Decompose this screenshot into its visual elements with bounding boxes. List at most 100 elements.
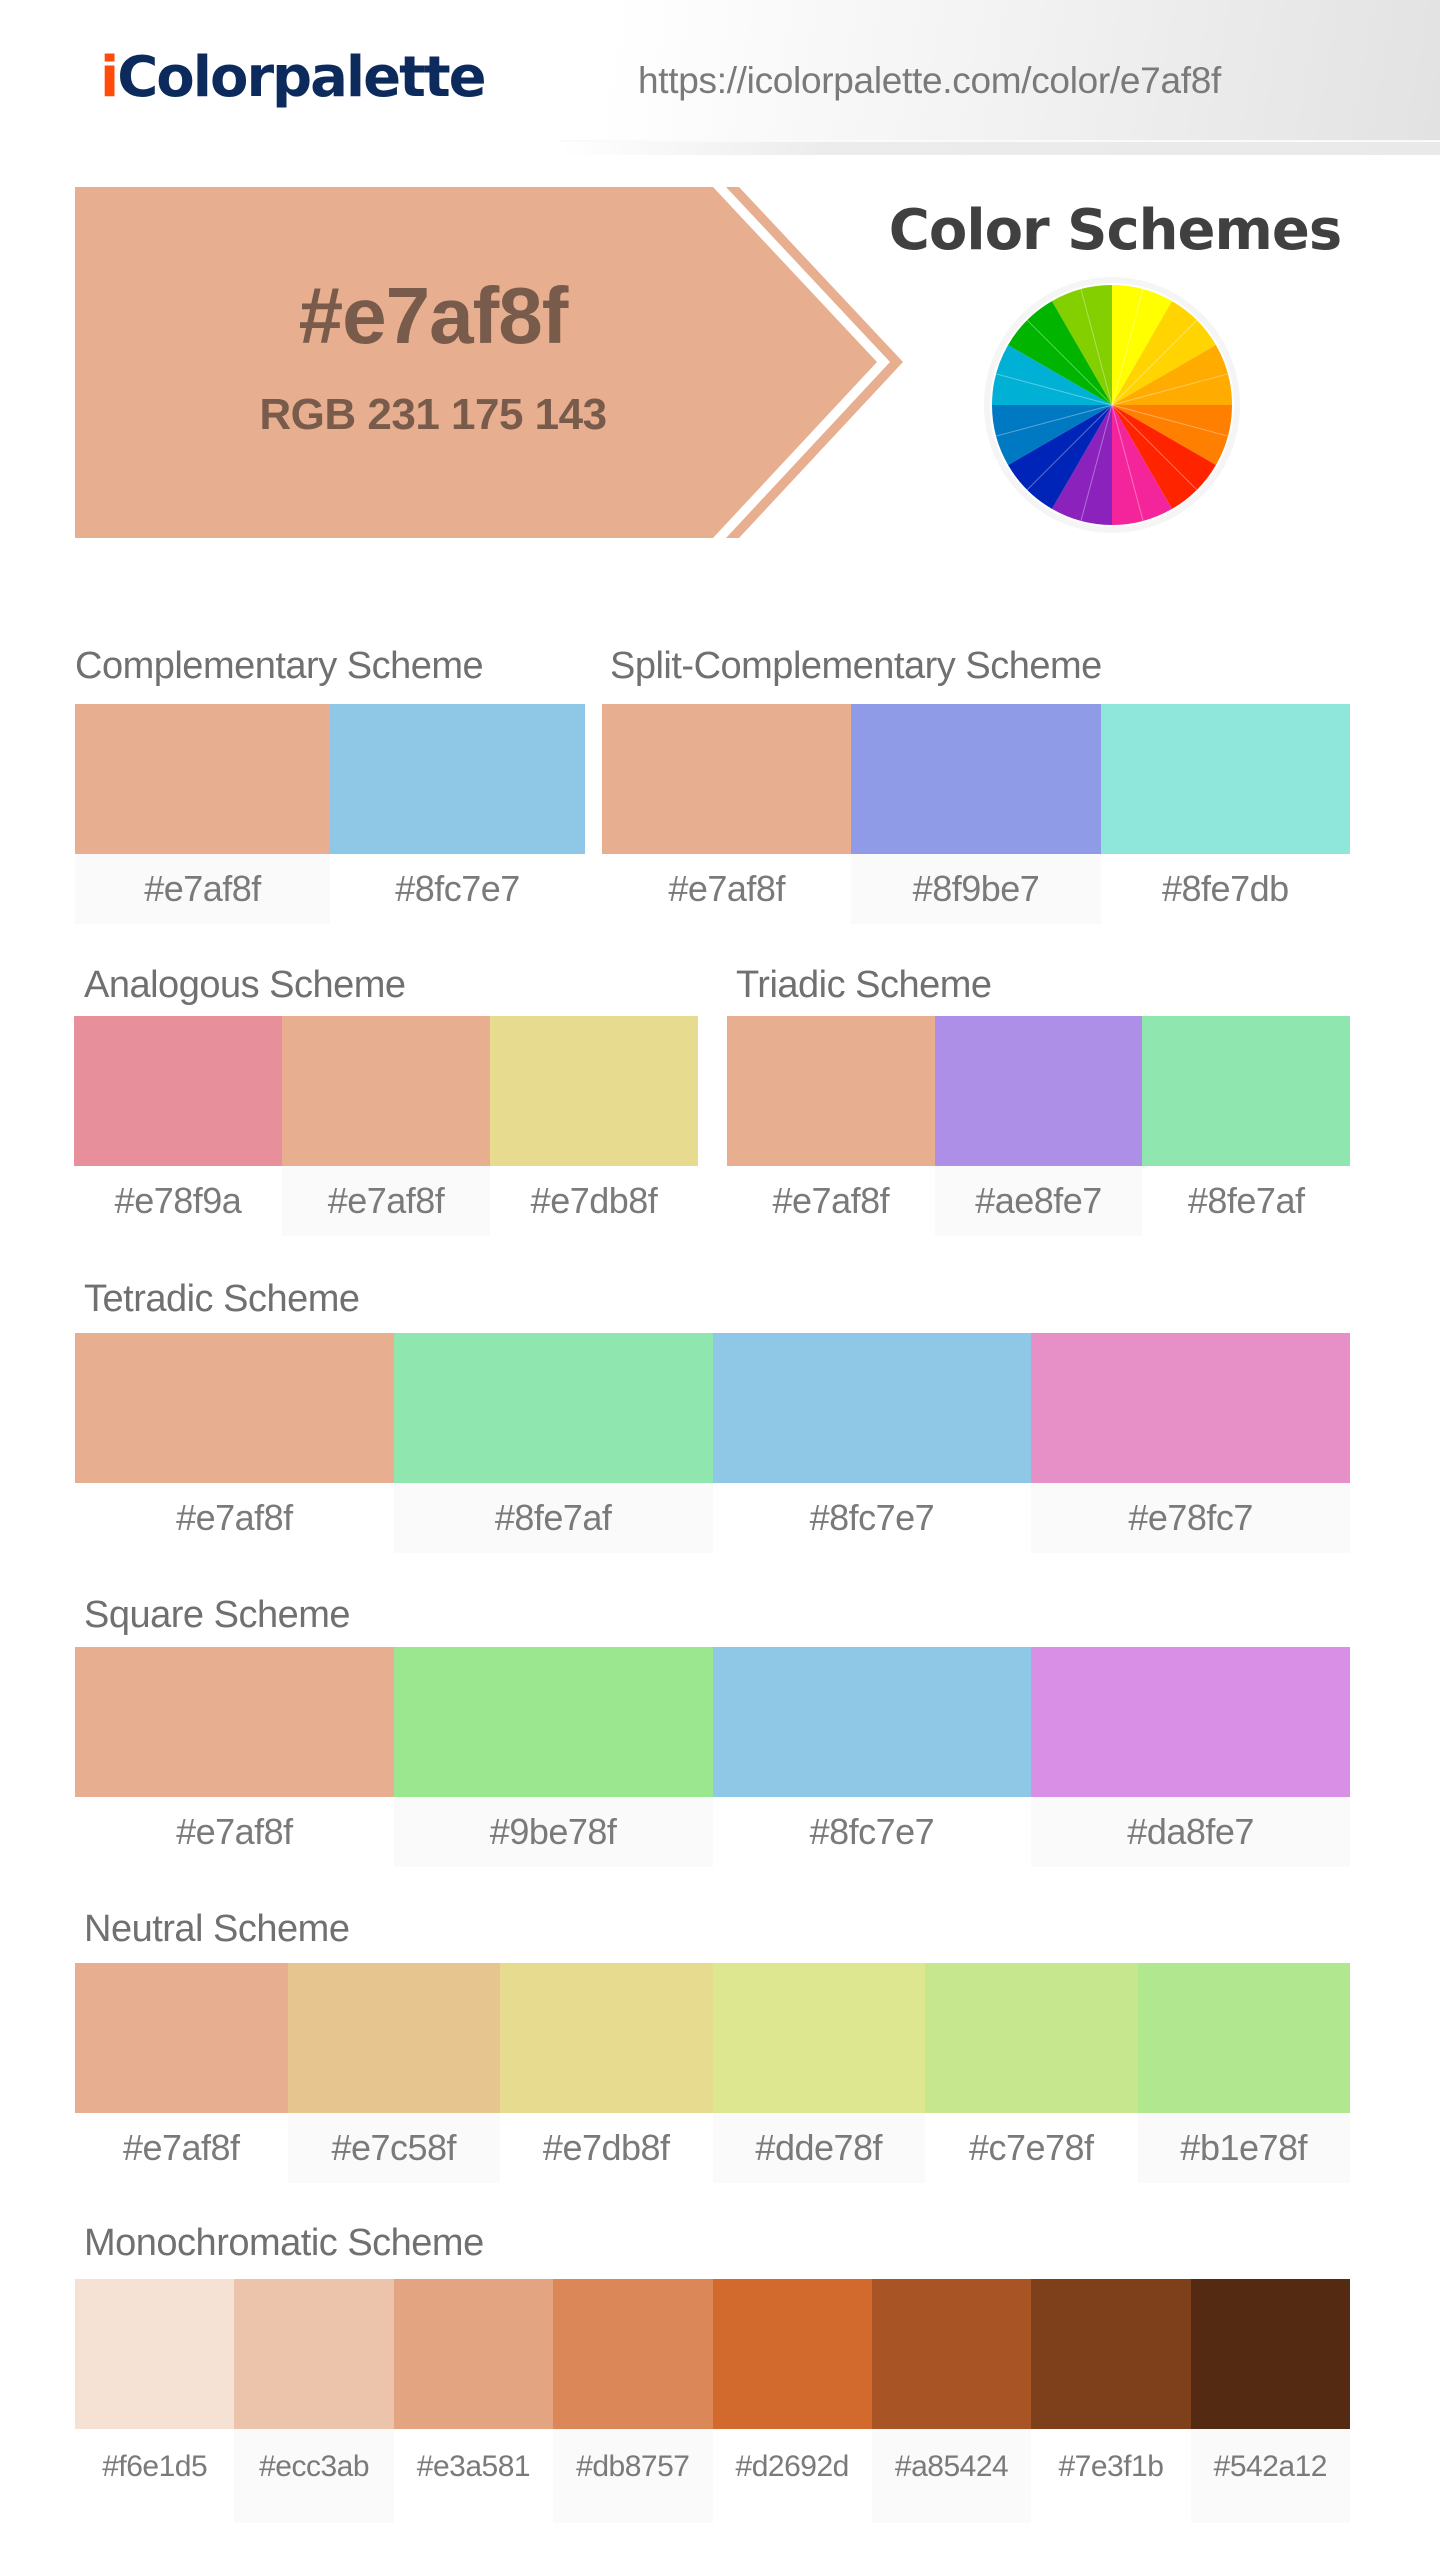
tetradic-scheme: #e7af8f #8fe7af #8fc7e7 #e78fc7 [75,1333,1350,1553]
color-swatch[interactable] [75,704,330,854]
color-wheel-divider [1111,319,1198,406]
color-wheel-wedge [1008,301,1112,405]
color-swatch[interactable] [74,1016,282,1166]
color-swatch[interactable] [712,1963,925,2113]
color-swatch[interactable] [282,1016,490,1166]
color-swatch[interactable] [851,704,1101,854]
color-swatch[interactable] [393,1333,713,1483]
color-schemes-heading: Color Schemes [888,198,1342,263]
color-wheel-divider [995,404,1113,437]
color-swatch[interactable] [553,2279,713,2429]
color-swatch[interactable] [727,1016,935,1166]
color-swatch[interactable] [1031,1647,1350,1797]
color-swatch[interactable] [1031,2279,1191,2429]
neutral-scheme: #e7af8f #e7c58f #e7db8f #dde78f #c7e78f … [75,1963,1350,2183]
swatch-item[interactable]: #8fe7af [1142,1016,1351,1236]
swatch-item[interactable]: #e7af8f [75,1333,394,1553]
swatch-item[interactable]: #e78fc7 [1031,1333,1350,1553]
color-swatch[interactable] [1190,2279,1350,2429]
swatch-item[interactable]: #7e3f1b [1031,2279,1191,2523]
swatch-item[interactable]: #e7db8f [490,1016,698,1236]
swatch-hex-label: #8fe7af [1187,1180,1305,1221]
swatch-item[interactable]: #8fc7e7 [712,1647,1032,1867]
swatch-item[interactable]: #542a12 [1190,2279,1350,2523]
swatch-item[interactable]: #8f9be7 [851,704,1101,924]
color-swatch[interactable] [75,1647,394,1797]
swatch-item[interactable]: #da8fe7 [1031,1647,1350,1867]
swatch-item[interactable]: #e7af8f [75,1963,288,2183]
color-swatch[interactable] [75,1333,394,1483]
site-logo[interactable]: iColorpalette [100,38,487,118]
color-swatch[interactable] [75,1963,288,2113]
tetradic-scheme-title: Tetradic Scheme [84,1278,360,1320]
swatch-item[interactable]: #e7af8f [75,704,330,924]
color-swatch[interactable] [287,1963,500,2113]
swatch-item[interactable]: #a85424 [871,2279,1032,2523]
color-swatch[interactable] [925,1963,1138,2113]
swatch-hex-label: #e7db8f [530,1180,658,1221]
color-swatch[interactable] [934,1016,1143,1166]
color-swatch[interactable] [490,1016,698,1166]
swatch-hex-label: #e7af8f [772,1180,890,1221]
swatch-hex-label: #c7e78f [968,2127,1094,2168]
swatch-item[interactable]: #ae8fe7 [934,1016,1143,1236]
color-swatch[interactable] [1142,1016,1351,1166]
color-swatch[interactable] [602,704,852,854]
swatch-item[interactable]: #ecc3ab [234,2279,394,2523]
swatch-item[interactable]: #8fe7af [393,1333,713,1553]
color-wheel-wedge [1052,285,1112,405]
swatch-item[interactable]: #d2692d [712,2279,872,2523]
swatch-item[interactable]: #e7af8f [282,1016,490,1236]
swatch-item[interactable]: #db8757 [553,2279,713,2523]
color-swatch[interactable] [500,1963,713,2113]
color-swatch[interactable] [1137,1963,1350,2113]
monochromatic-scheme-title: Monochromatic Scheme [84,2222,484,2264]
swatch-item[interactable]: #c7e78f [925,1963,1138,2183]
color-swatch[interactable] [234,2279,394,2429]
swatch-item[interactable]: #9be78f [393,1647,713,1867]
swatch-item[interactable]: #e7af8f [727,1016,935,1236]
color-wheel-wedge [1112,405,1232,465]
swatch-item[interactable]: #8fc7e7 [330,704,585,924]
color-swatch[interactable] [871,2279,1032,2429]
color-wheel-wedge [1112,345,1232,405]
swatch-hex-label: #d2692d [735,2450,850,2483]
color-swatch[interactable] [330,704,585,854]
swatch-item[interactable]: #e78f9a [74,1016,282,1236]
complementary-scheme-title: Complementary Scheme [75,645,484,687]
color-wheel-icon [984,277,1240,533]
swatch-item[interactable]: #8fc7e7 [712,1333,1032,1553]
swatch-item[interactable]: #dde78f [712,1963,925,2183]
color-swatch[interactable] [712,1647,1032,1797]
triadic-scheme: #e7af8f #ae8fe7 #8fe7af [727,1016,1351,1236]
swatch-item[interactable]: #e7af8f [602,704,852,924]
swatch-hex-label: #8fe7db [1162,868,1289,909]
color-wheel-wedges [992,285,1232,525]
color-swatch[interactable] [393,1647,713,1797]
neutral-scheme-title: Neutral Scheme [84,1908,350,1950]
swatch-hex-label: #8fc7e7 [395,868,520,909]
page-url[interactable]: https://icolorpalette.com/color/e7af8f [638,60,1221,101]
color-swatch[interactable] [1100,704,1350,854]
swatch-item[interactable]: #f6e1d5 [75,2279,235,2523]
color-swatch[interactable] [1031,1333,1350,1483]
color-swatch[interactable] [75,2279,235,2429]
color-wheel-divider [1111,404,1144,522]
swatch-item[interactable]: #e7af8f [75,1647,394,1867]
color-swatch[interactable] [393,2279,554,2429]
color-wheel-wedge [1112,405,1216,509]
color-swatch[interactable] [712,1333,1032,1483]
swatch-item[interactable]: #e3a581 [393,2279,554,2523]
swatch-hex-label: #dde78f [712,2113,925,2183]
swatch-item[interactable]: #8fe7db [1100,704,1350,924]
swatch-item[interactable]: #e7c58f [287,1963,500,2183]
color-wheel-wedge [1112,301,1216,405]
color-wheel-wedge [1112,405,1172,525]
color-wheel-wedge [992,345,1112,405]
swatch-hex-label: #e7db8f [542,2127,670,2168]
swatch-item[interactable]: #b1e78f [1137,1963,1350,2183]
split-complementary-scheme-title: Split-Complementary Scheme [610,645,1102,687]
swatch-item[interactable]: #e7db8f [500,1963,713,2183]
analogous-scheme-title: Analogous Scheme [84,964,406,1006]
color-swatch[interactable] [712,2279,872,2429]
